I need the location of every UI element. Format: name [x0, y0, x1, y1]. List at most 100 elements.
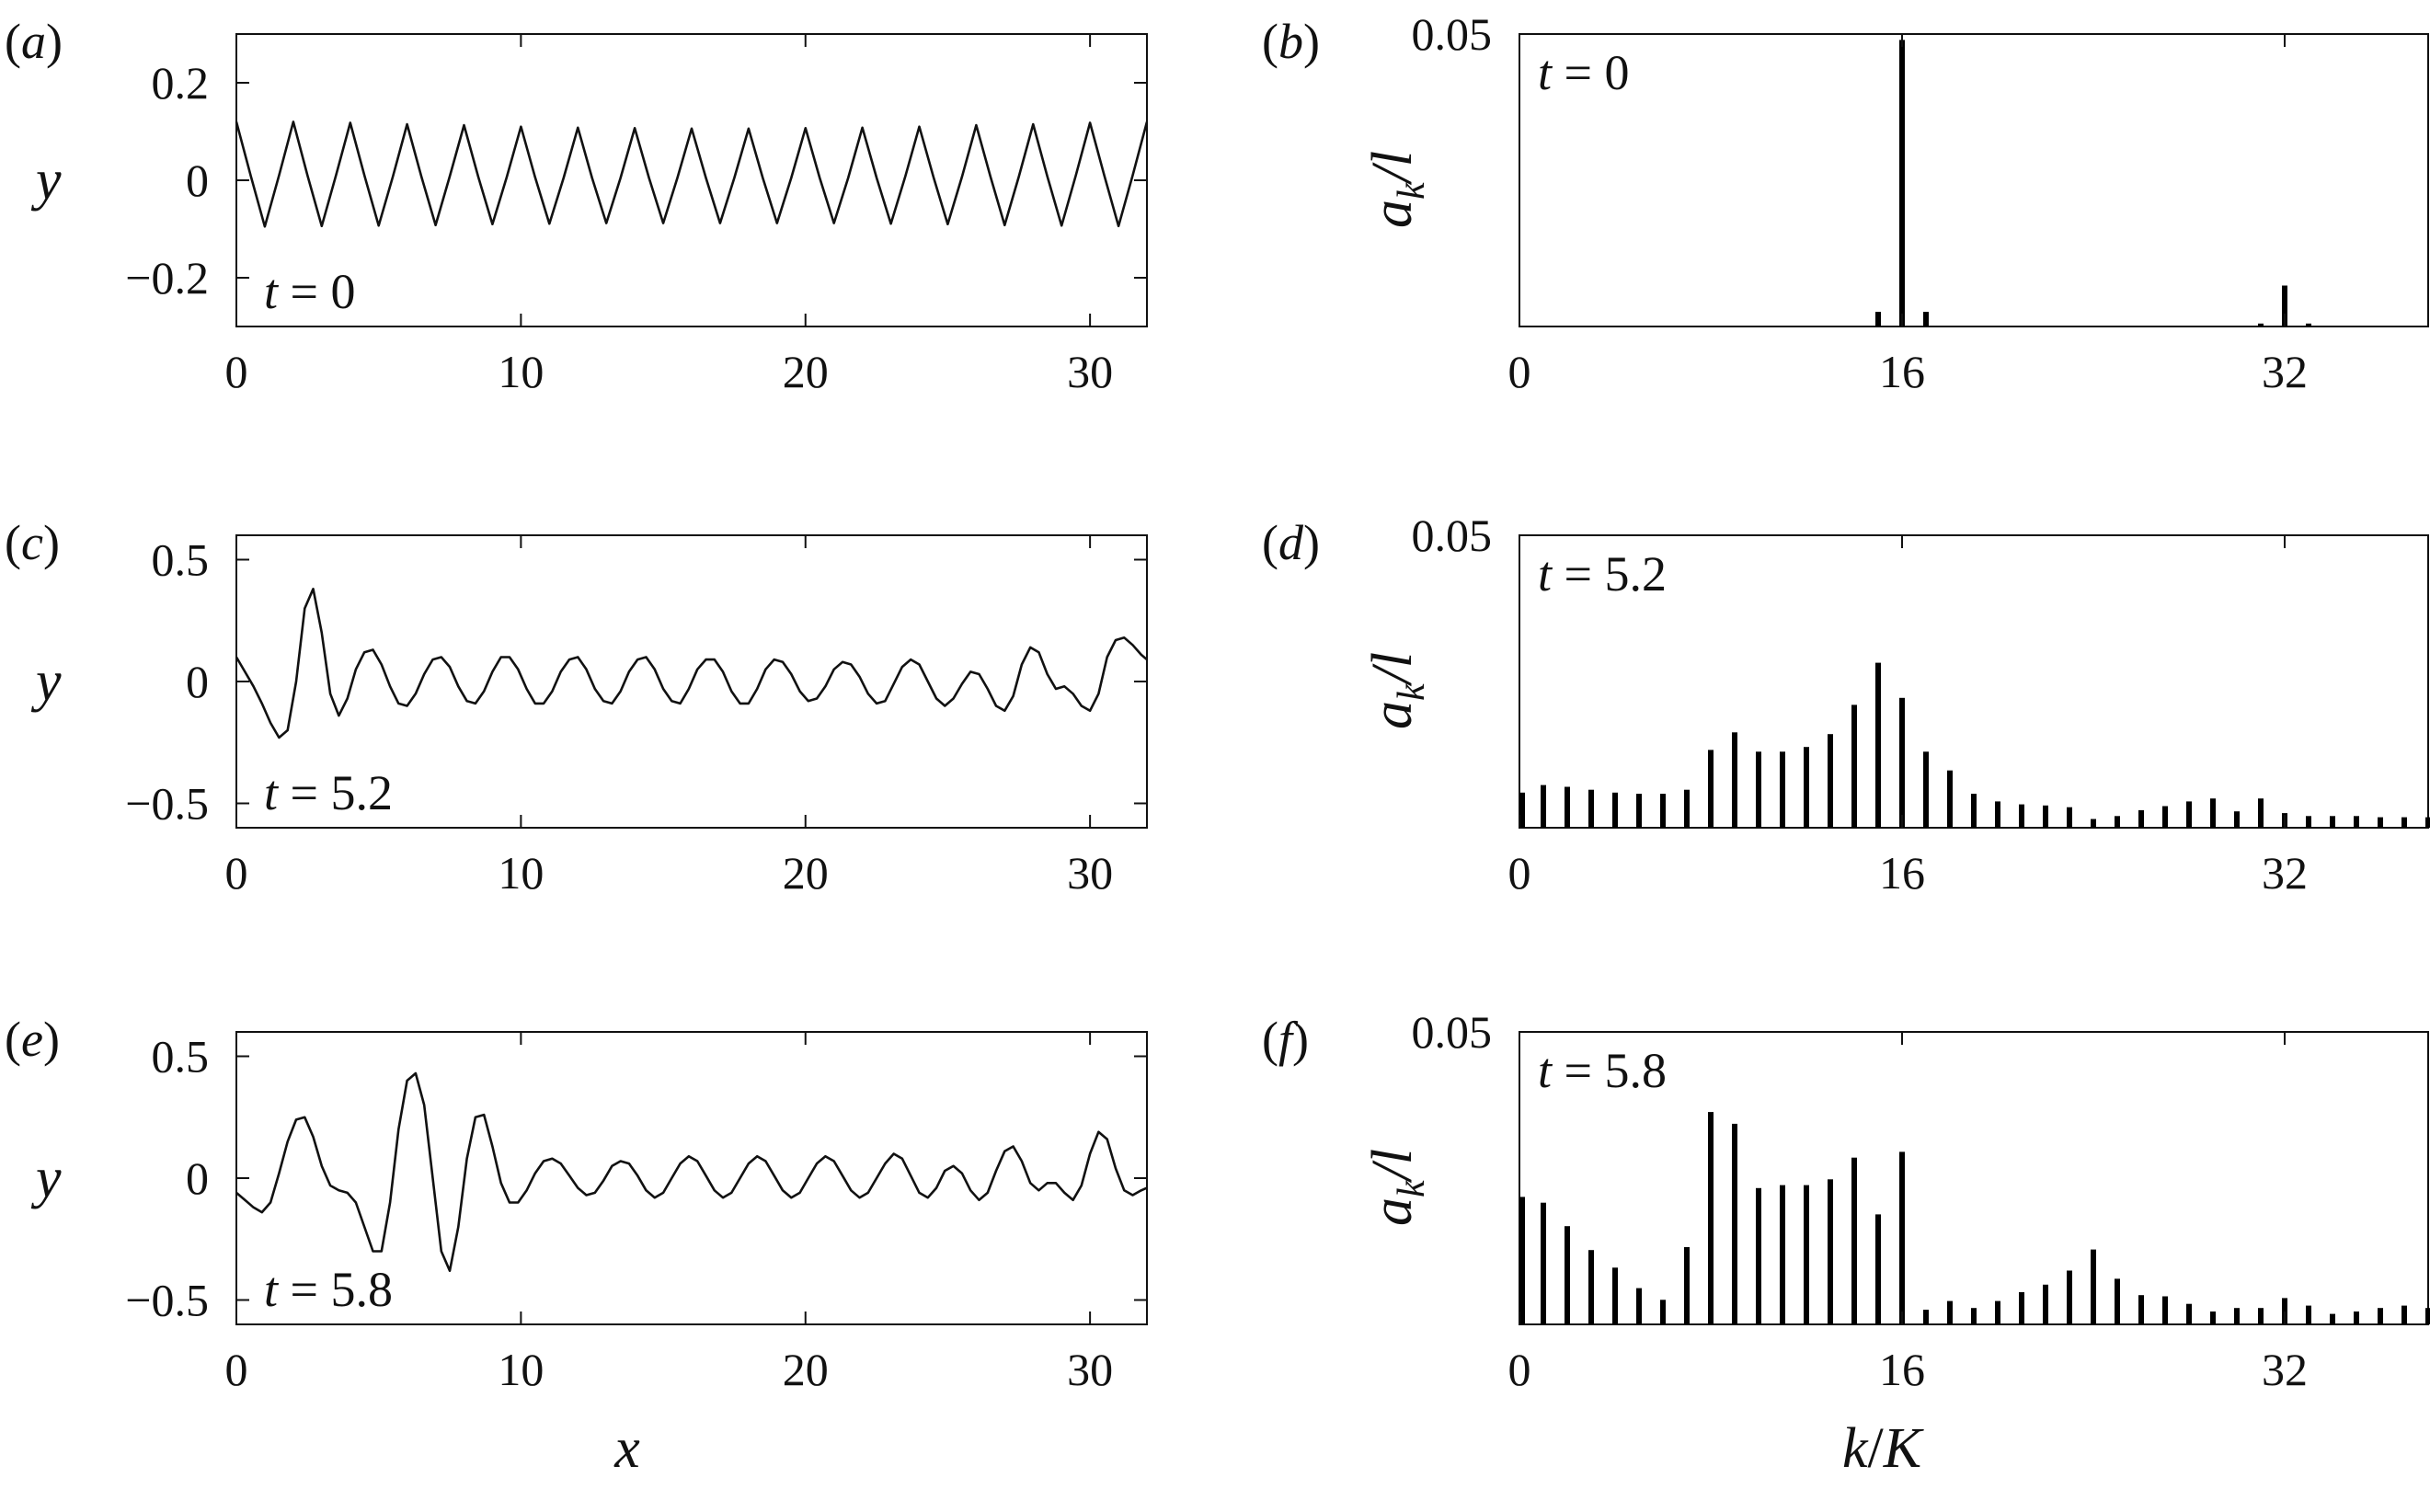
panel-label: (e)	[5, 1012, 60, 1067]
panel-label: (a)	[5, 14, 63, 69]
bar	[2306, 323, 2311, 326]
bar	[1612, 792, 1618, 828]
panel-f: 0 16 32 0.05 (f) ak/l k/K	[1262, 1006, 2430, 1480]
y-tick-label: 0.05	[1412, 1006, 1493, 1058]
bar	[1828, 1179, 1833, 1324]
y-tick-label: 0	[186, 656, 209, 707]
bar	[1612, 1267, 1618, 1324]
x-tick-label: 30	[1067, 847, 1113, 899]
x-tick-label: 10	[498, 346, 544, 397]
bar	[1780, 1185, 1785, 1324]
time-label: t = 5.2	[1538, 546, 1667, 601]
bar	[1565, 786, 1570, 828]
bar	[2019, 1292, 2024, 1324]
bar	[1588, 789, 1594, 828]
time-label: t = 0	[1538, 45, 1629, 100]
x-tick-label: 0	[1508, 1344, 1531, 1395]
bar	[2043, 805, 2048, 828]
y-tick-label: 0	[186, 1152, 209, 1204]
bar	[2425, 1308, 2430, 1324]
bar	[1519, 792, 1525, 828]
panel-e: 0 10 20 30 0.5 0 −0.5 (e) y x	[5, 1012, 1148, 1480]
x-tick-label: 0	[1508, 847, 1531, 899]
x-tick-label: 20	[783, 1344, 829, 1395]
bar	[2378, 1308, 2383, 1324]
x-tick-label: 10	[498, 1344, 544, 1395]
y-axis-title: ak/l	[1361, 652, 1433, 729]
bar	[2019, 804, 2024, 828]
bar	[2210, 798, 2216, 828]
bar	[2210, 1312, 2216, 1324]
bar	[1684, 1247, 1690, 1324]
plot-frame	[1519, 33, 2429, 327]
y-tick-label: 0.05	[1412, 510, 1493, 561]
bar	[1756, 1187, 1761, 1324]
y-axis-title: y	[30, 149, 62, 212]
bar	[1780, 751, 1785, 828]
panel-d: 0 16 32 0.05 (d) ak/l	[1262, 510, 2430, 899]
bar	[1565, 1226, 1570, 1324]
y-tick-label: −0.5	[125, 778, 209, 830]
x-tick-label: 32	[2262, 346, 2308, 397]
bar	[2091, 819, 2096, 828]
x-tick-label: 32	[2262, 1344, 2308, 1395]
bar	[1899, 40, 1905, 327]
bar	[2258, 798, 2264, 828]
x-tick-label: 0	[225, 1344, 248, 1395]
bar	[2401, 817, 2407, 828]
panel-b: 0 16 32 0.05 (b) ak/l	[1262, 8, 2429, 397]
bar	[2330, 816, 2335, 828]
y-tick-label: 0.2	[152, 57, 210, 109]
y-tick-label: −0.5	[125, 1275, 209, 1326]
bar	[2234, 1308, 2240, 1324]
x-tick-label: 16	[1879, 1344, 1925, 1395]
series-line	[235, 120, 1149, 228]
panel-c: 0 10 20 30 0.5 0 −0.5 (c) y	[5, 515, 1148, 899]
bar	[2067, 807, 2072, 828]
series-line	[235, 587, 1148, 739]
bar	[1851, 704, 1857, 828]
bar	[1732, 732, 1737, 828]
bar	[1541, 785, 1546, 828]
time-label: t = 5.8	[1538, 1043, 1667, 1098]
plot-frame	[235, 33, 1148, 327]
y-axis-title: ak/l	[1361, 1149, 1433, 1226]
x-tick-label: 16	[1879, 847, 1925, 899]
bar	[2234, 811, 2240, 828]
bar	[1828, 734, 1833, 828]
series-line	[235, 1071, 1148, 1272]
bar	[1756, 751, 1761, 828]
bar	[1660, 794, 1666, 828]
x-axis-title: x	[613, 1417, 640, 1480]
panel-a: 0 10 20 30 0.2 0 −0.2 (a) y	[5, 14, 1149, 397]
y-axis-title: y	[30, 650, 62, 713]
bar	[2306, 816, 2311, 828]
bar	[1636, 794, 1642, 828]
panel-label: (f)	[1262, 1012, 1309, 1067]
bar	[1519, 1197, 1525, 1324]
bar	[2378, 817, 2383, 828]
bar	[2282, 285, 2287, 326]
bar	[1971, 794, 1977, 828]
bar	[1804, 1185, 1809, 1324]
bar	[2115, 816, 2120, 828]
bar	[2067, 1270, 2072, 1324]
y-axis-title: y	[30, 1147, 62, 1209]
bar	[1923, 751, 1929, 828]
y-axis-title: ak/l	[1361, 151, 1433, 228]
bar	[1923, 1310, 1929, 1324]
bar	[1947, 1300, 1953, 1324]
x-tick-label: 0	[225, 847, 248, 899]
bar	[1541, 1202, 1546, 1324]
bar	[1732, 1123, 1737, 1324]
x-tick-label: 10	[498, 847, 544, 899]
time-label: t = 0	[264, 264, 355, 319]
bar	[1947, 770, 1953, 828]
bar	[2043, 1284, 2048, 1324]
bar	[2258, 1308, 2264, 1324]
bar	[2162, 1296, 2168, 1324]
x-tick-label: 20	[783, 847, 829, 899]
bar	[1708, 1112, 1714, 1324]
y-tick-label: 0.5	[152, 1031, 210, 1082]
